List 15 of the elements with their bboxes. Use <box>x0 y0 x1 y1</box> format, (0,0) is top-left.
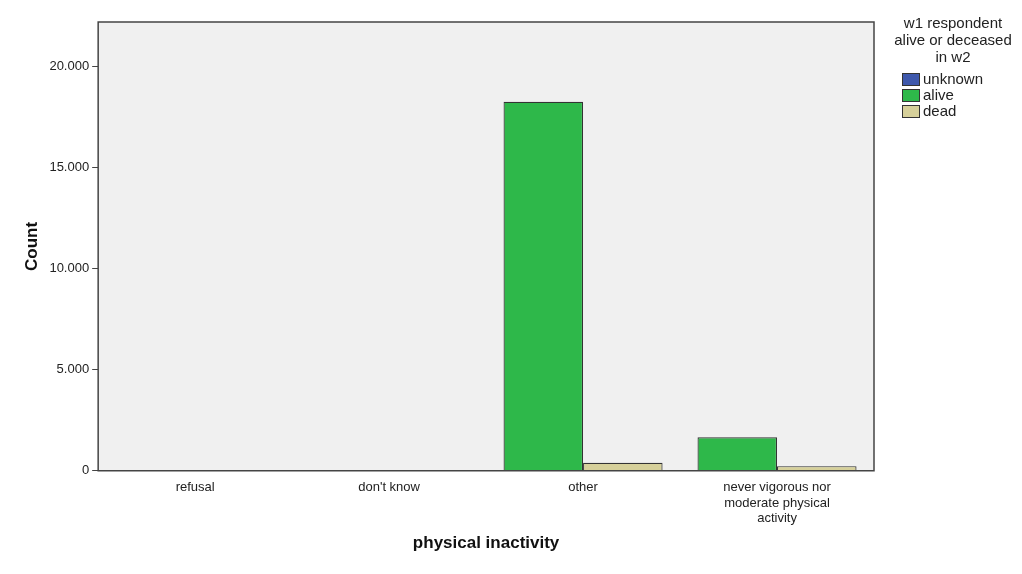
y-tick-label: 5.000 <box>56 361 90 377</box>
y-tick-label: 15.000 <box>49 159 90 175</box>
x-tick-label: never vigorous nor moderate physical activity <box>723 479 832 526</box>
y-tick-label: 10.000 <box>49 260 90 276</box>
y-tick-label: 20.000 <box>49 58 90 74</box>
y-axis-title: Count <box>21 221 41 271</box>
y-tick-label: 0 <box>81 462 90 478</box>
x-axis-title: physical inactivity <box>412 533 560 553</box>
legend-title: w1 respondent alive or deceased in w2 <box>893 14 1013 65</box>
x-tick-label: other <box>568 479 599 495</box>
legend-label: alive <box>923 86 954 103</box>
x-tick-label: refusal <box>175 479 215 495</box>
x-tick-label: don't know <box>358 479 421 495</box>
legend-label: unknown <box>923 70 984 87</box>
legend-label: dead <box>923 102 957 119</box>
